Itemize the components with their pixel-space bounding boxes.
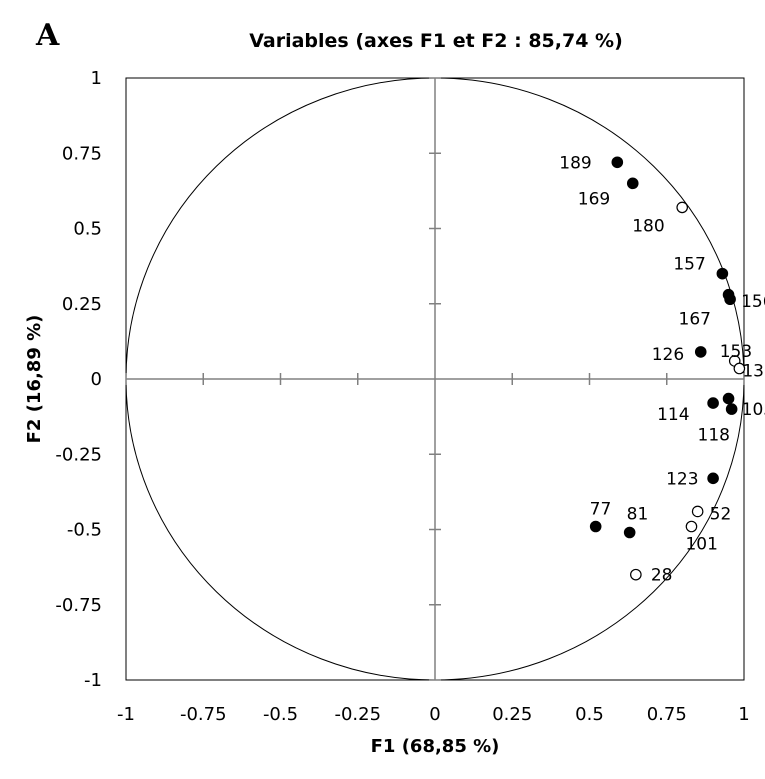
- point-label: 77: [590, 499, 612, 519]
- x-axis-title: F1 (68,85 %): [371, 736, 500, 757]
- point-label: 189: [559, 153, 591, 173]
- y-axis-title: F2 (16,89 %): [24, 315, 45, 444]
- filled-point-marker: [611, 156, 624, 169]
- point-label: 28: [651, 566, 673, 586]
- panel-letter: A: [35, 18, 60, 53]
- x-tick-label: -0.75: [180, 704, 227, 725]
- plot-area: 189 169 180 157 167 156 126 153138 105 114 118 123 5…: [125, 77, 765, 681]
- filled-point-marker: [722, 392, 735, 405]
- filled-point-marker: [589, 520, 602, 533]
- point-label: 118: [698, 426, 730, 446]
- x-tick-label: -0.25: [334, 704, 381, 725]
- filled-point-marker: [623, 526, 636, 539]
- x-tick-label: 0.75: [647, 704, 687, 725]
- point-label: 156: [741, 292, 765, 312]
- filled-point-marker: [694, 346, 707, 358]
- point-label: 157: [673, 255, 705, 275]
- y-tick-label: 0.5: [73, 219, 102, 240]
- point-label: 169: [578, 189, 610, 209]
- y-tick-label: 0.75: [62, 143, 102, 164]
- point-label: 180: [632, 216, 664, 236]
- y-tick-marks: [429, 77, 441, 681]
- hollow-point-marker: [685, 520, 698, 533]
- point-label: 167: [679, 310, 711, 330]
- filled-point-marker: [707, 472, 719, 485]
- y-tick-label: -1: [84, 670, 102, 691]
- x-tick-label: 1: [738, 704, 749, 725]
- y-tick-labels: 1 0.75 0.5 0.25 0 -0.25 -0.5 -0.75 -1: [55, 68, 102, 691]
- y-tick-label: -0.25: [55, 444, 102, 465]
- filled-point-marker: [707, 397, 719, 409]
- hollow-point-marker: [733, 362, 746, 375]
- hollow-point-marker: [630, 568, 642, 581]
- filled-point-marker: [724, 293, 736, 306]
- filled-point-marker: [626, 177, 639, 190]
- x-tick-label: -1: [117, 704, 135, 725]
- point-label: 101: [685, 534, 717, 554]
- point-label: 81: [627, 505, 649, 525]
- hollow-point-marker: [691, 505, 704, 518]
- point-label: 126: [652, 345, 684, 365]
- hollow-point-marker: [676, 201, 688, 214]
- y-tick-label: -0.75: [55, 595, 102, 616]
- point-label: 138: [742, 361, 765, 381]
- x-tick-label: 0: [429, 704, 440, 725]
- y-tick-label: -0.5: [67, 520, 102, 541]
- point-label: 153: [720, 342, 752, 362]
- x-tick-label: 0.25: [492, 704, 532, 725]
- data-points: 189 169 180 157 167 156 126 153138 105 114 118 123 5…: [559, 153, 765, 585]
- point-label: 123: [666, 469, 698, 489]
- y-tick-label: 0: [91, 369, 102, 390]
- y-tick-label: 0.25: [62, 294, 102, 315]
- x-tick-label: -0.5: [263, 704, 298, 725]
- y-tick-label: 1: [91, 68, 102, 89]
- x-tick-labels: -1 -0.75 -0.5 -0.25 0 0.25 0.5 0.75 1: [117, 704, 750, 725]
- filled-point-marker: [725, 403, 738, 415]
- point-label: 52: [710, 504, 732, 524]
- x-tick-marks: [125, 373, 745, 385]
- filled-point-marker: [716, 267, 729, 280]
- point-label: 105: [742, 400, 765, 420]
- point-label: 114: [657, 405, 689, 425]
- x-tick-label: 0.5: [575, 704, 604, 725]
- chart-title: Variables (axes F1 et F2 : 85,74 %): [249, 30, 623, 52]
